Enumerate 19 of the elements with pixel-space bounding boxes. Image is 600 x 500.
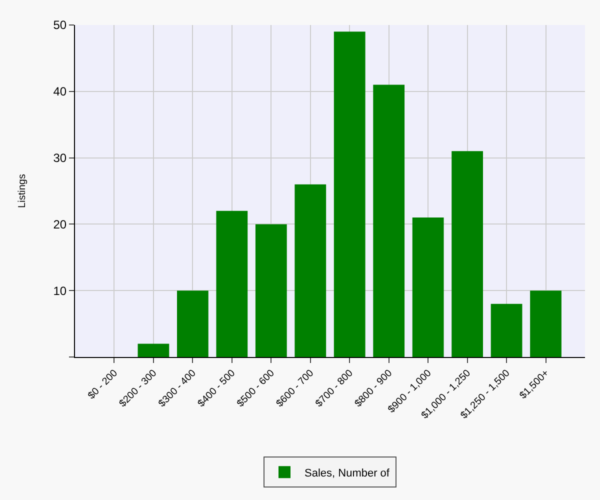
y-axis-title: Listings — [17, 174, 28, 208]
bar — [255, 224, 287, 357]
bar — [138, 344, 170, 357]
y-tick-label: 10 — [53, 284, 67, 298]
bar — [530, 290, 562, 357]
x-tick-label: $0 - 200 — [86, 368, 120, 402]
bar — [412, 218, 444, 357]
bar — [373, 84, 405, 357]
bar — [177, 290, 208, 357]
legend-label: Sales, Number of — [304, 467, 390, 480]
bar — [294, 184, 326, 357]
y-tick-label: 50 — [53, 18, 67, 32]
bar — [334, 32, 366, 357]
bar — [452, 151, 483, 357]
y-tick-label: 30 — [53, 151, 67, 165]
y-tick-label: 20 — [53, 217, 67, 232]
y-tick-label: 40 — [53, 84, 67, 99]
bar — [216, 210, 248, 357]
bar — [490, 304, 522, 357]
